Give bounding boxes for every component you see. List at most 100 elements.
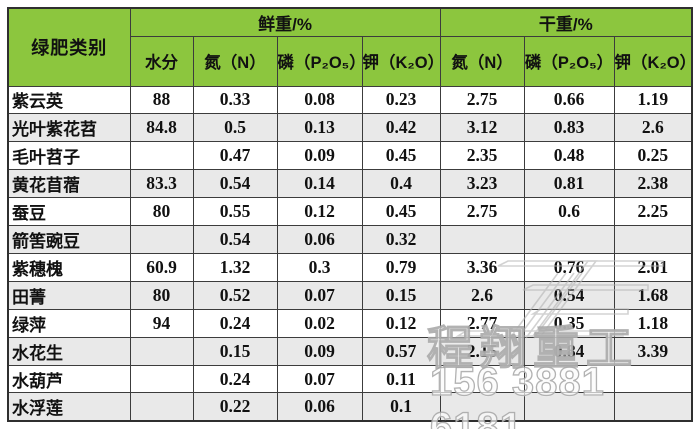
col-header-fresh-n: 氮（N） bbox=[192, 35, 278, 87]
value-cell bbox=[129, 364, 194, 394]
value-cell bbox=[129, 392, 194, 422]
value-cell: 0.07 bbox=[276, 280, 363, 310]
crop-name-cell: 紫穗槐 bbox=[7, 252, 131, 282]
crop-name-cell: 绿萍 bbox=[7, 308, 131, 338]
value-cell: 0.02 bbox=[276, 308, 363, 338]
value-cell: 0.48 bbox=[523, 141, 615, 171]
value-cell: 1.32 bbox=[192, 252, 278, 282]
value-cell: 0.09 bbox=[276, 336, 363, 366]
value-cell: 2.6 bbox=[439, 280, 525, 310]
value-cell: 2.35 bbox=[439, 141, 525, 171]
value-cell: 0.12 bbox=[361, 308, 441, 338]
crop-name-cell: 蚕豆 bbox=[7, 197, 131, 227]
table-row: 箭筈豌豆 0.54 0.06 0.32 bbox=[7, 225, 693, 254]
col-header-fresh-k: 钾（K₂O） bbox=[361, 35, 441, 87]
value-cell: 0.42 bbox=[361, 113, 441, 143]
value-cell: 0.66 bbox=[523, 85, 615, 115]
value-cell bbox=[439, 225, 525, 254]
data-table: 绿肥类别 鲜重/% 干重/% 水分 氮（N） 磷（P₂O₅） 钾（K₂O） 氮（… bbox=[7, 7, 694, 422]
table-row: 田菁 80 0.52 0.07 0.15 2.6 0.54 1.68 bbox=[7, 280, 693, 310]
value-cell: 60.9 bbox=[129, 252, 194, 282]
table-row: 光叶紫花苕 84.8 0.5 0.13 0.42 3.12 0.83 2.6 bbox=[7, 113, 693, 143]
value-cell: 0.24 bbox=[192, 308, 278, 338]
value-cell: 3.12 bbox=[439, 113, 525, 143]
value-cell: 0.24 bbox=[192, 364, 278, 394]
value-cell: 0.35 bbox=[523, 308, 615, 338]
crop-name-cell: 水葫芦 bbox=[7, 364, 131, 394]
col-header-dry-n: 氮（N） bbox=[439, 35, 525, 87]
value-cell: 0.81 bbox=[523, 169, 615, 199]
value-cell: 2.38 bbox=[613, 169, 693, 199]
value-cell: 2.75 bbox=[439, 197, 525, 227]
value-cell: 2.77 bbox=[439, 308, 525, 338]
value-cell: 80 bbox=[129, 280, 194, 310]
value-cell: 1.68 bbox=[613, 280, 693, 310]
table-row: 紫穗槐 60.9 1.32 0.3 0.79 3.36 0.76 2.01 bbox=[7, 252, 693, 282]
table-row: 黄花苜蓿 83.3 0.54 0.14 0.4 3.23 0.81 2.38 bbox=[7, 169, 693, 199]
crop-name-cell: 紫云英 bbox=[7, 85, 131, 115]
value-cell: 0.5 bbox=[192, 113, 278, 143]
value-cell bbox=[613, 225, 693, 254]
table-row: 蚕豆 80 0.55 0.12 0.45 2.75 0.6 2.25 bbox=[7, 197, 693, 227]
value-cell: 2.75 bbox=[439, 85, 525, 115]
value-cell: 0.84 bbox=[523, 336, 615, 366]
value-cell: 94 bbox=[129, 308, 194, 338]
value-cell: 1.18 bbox=[613, 308, 693, 338]
value-cell bbox=[613, 392, 693, 422]
value-cell: 0.23 bbox=[361, 85, 441, 115]
crop-name-cell: 水花生 bbox=[7, 336, 131, 366]
value-cell: 0.11 bbox=[361, 364, 441, 394]
value-cell: 0.32 bbox=[361, 225, 441, 254]
crop-name-cell: 箭筈豌豆 bbox=[7, 225, 131, 254]
crop-name-cell: 水浮莲 bbox=[7, 392, 131, 422]
value-cell bbox=[129, 225, 194, 254]
table-row: 水花生 0.15 0.09 0.57 2.15 0.84 3.39 bbox=[7, 336, 693, 366]
value-cell bbox=[523, 225, 615, 254]
value-cell bbox=[129, 336, 194, 366]
value-cell: 0.6 bbox=[523, 197, 615, 227]
value-cell: 0.07 bbox=[276, 364, 363, 394]
dry-weight-group-header: 干重/% bbox=[439, 7, 693, 37]
value-cell bbox=[439, 364, 525, 394]
value-cell: 0.33 bbox=[192, 85, 278, 115]
value-cell: 0.06 bbox=[276, 392, 363, 422]
value-cell: 0.15 bbox=[361, 280, 441, 310]
value-cell: 0.79 bbox=[361, 252, 441, 282]
value-cell: 0.4 bbox=[361, 169, 441, 199]
value-cell: 0.52 bbox=[192, 280, 278, 310]
value-cell: 83.3 bbox=[129, 169, 194, 199]
value-cell: 0.14 bbox=[276, 169, 363, 199]
value-cell: 2.01 bbox=[613, 252, 693, 282]
value-cell: 0.09 bbox=[276, 141, 363, 171]
value-cell: 3.36 bbox=[439, 252, 525, 282]
value-cell: 2.25 bbox=[613, 197, 693, 227]
value-cell: 0.55 bbox=[192, 197, 278, 227]
col-header-dry-p: 磷（P₂O₅） bbox=[523, 35, 615, 87]
crop-name-cell: 毛叶苕子 bbox=[7, 141, 131, 171]
value-cell bbox=[439, 392, 525, 422]
value-cell bbox=[129, 141, 194, 171]
value-cell: 0.57 bbox=[361, 336, 441, 366]
value-cell: 0.83 bbox=[523, 113, 615, 143]
table-row: 水葫芦 0.24 0.07 0.11 bbox=[7, 364, 693, 394]
value-cell: 0.25 bbox=[613, 141, 693, 171]
value-cell: 1.19 bbox=[613, 85, 693, 115]
table-row: 绿萍 94 0.24 0.02 0.12 2.77 0.35 1.18 bbox=[7, 308, 693, 338]
fresh-weight-group-header: 鲜重/% bbox=[129, 7, 441, 37]
value-cell: 2.6 bbox=[613, 113, 693, 143]
value-cell: 80 bbox=[129, 197, 194, 227]
value-cell bbox=[523, 392, 615, 422]
table-row: 紫云英 88 0.33 0.08 0.23 2.75 0.66 1.19 bbox=[7, 85, 693, 115]
value-cell: 0.45 bbox=[361, 141, 441, 171]
table-row: 毛叶苕子 0.47 0.09 0.45 2.35 0.48 0.25 bbox=[7, 141, 693, 171]
value-cell: 0.15 bbox=[192, 336, 278, 366]
col-header-moisture: 水分 bbox=[129, 35, 194, 87]
value-cell: 0.76 bbox=[523, 252, 615, 282]
table-row: 水浮莲 0.22 0.06 0.1 bbox=[7, 392, 693, 422]
value-cell: 0.22 bbox=[192, 392, 278, 422]
col-header-fresh-p: 磷（P₂O₅） bbox=[276, 35, 363, 87]
value-cell: 0.45 bbox=[361, 197, 441, 227]
category-header-cell: 绿肥类别 bbox=[7, 7, 131, 87]
value-cell: 88 bbox=[129, 85, 194, 115]
